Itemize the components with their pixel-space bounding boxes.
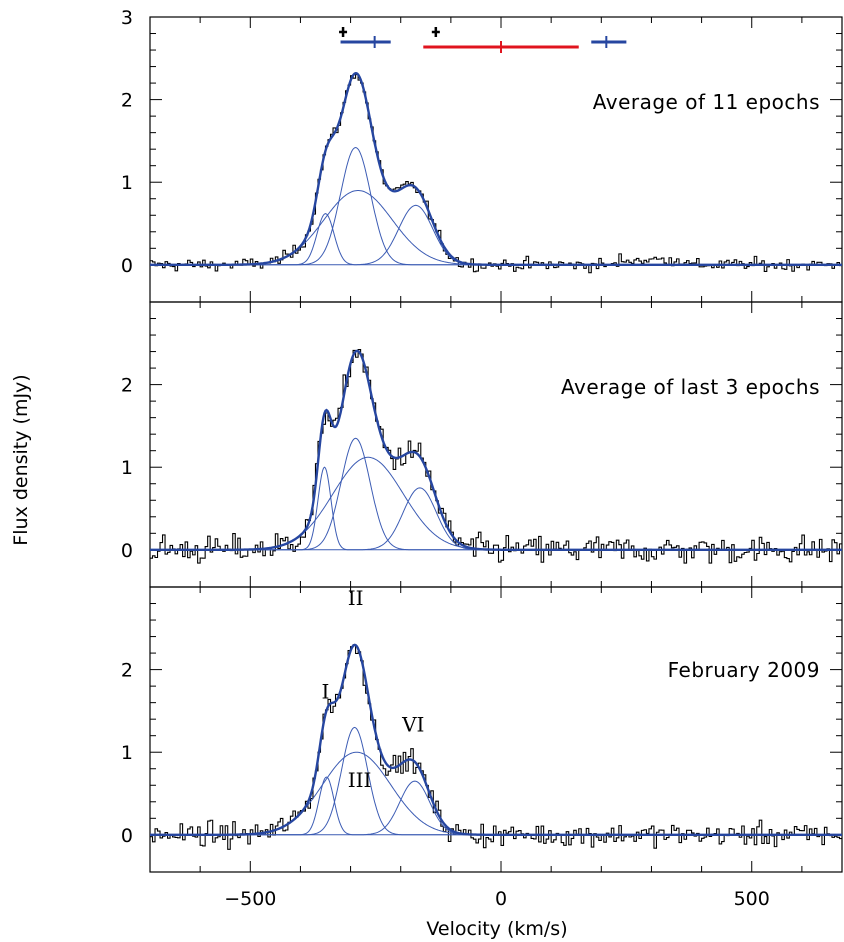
panel-title: February 2009 (668, 658, 820, 682)
y-tick-label: 3 (121, 7, 133, 29)
panel-title: Average of last 3 epochs (561, 375, 820, 399)
gaussian-component-4 (150, 487, 842, 551)
panel-title: Average of 11 epochs (593, 90, 820, 114)
component-label: I (322, 680, 330, 704)
y-tick-label: 2 (121, 660, 133, 682)
gaussian-component-2 (150, 726, 842, 836)
panel-frame-2 (149, 301, 843, 588)
y-axis-label: Flux density (mJy) (10, 374, 32, 545)
y-tick-label: 1 (121, 172, 133, 194)
panels: 0 1 2 3 Average of 11 epochs 0 1 2 Average of la… (121, 7, 842, 872)
x-tick-label: −500 (224, 888, 276, 910)
panel-frame-3 (149, 586, 843, 873)
gaussian-component-3 (150, 456, 842, 551)
gaussian-component-3 (150, 751, 842, 836)
x-axis-label: Velocity (km/s) (426, 918, 567, 940)
panel-2: 0 1 2 Average of last 3 epochs (121, 301, 842, 587)
component-label: VI (401, 713, 424, 737)
total-fit-line (150, 71, 842, 266)
x-axis: −500 0 500 (224, 888, 770, 910)
gaussian-component-1 (150, 466, 842, 551)
component-label: II (348, 586, 364, 610)
panel-frame-1 (149, 16, 843, 303)
y-tick-label: 0 (121, 255, 133, 277)
y-tick-label: 0 (121, 825, 133, 847)
x-tick-label: 0 (495, 888, 507, 910)
component-label: III (348, 768, 372, 792)
y-tick-label: 1 (121, 742, 133, 764)
total-fit-line (150, 349, 842, 551)
y-tick-label: 2 (121, 90, 133, 112)
gaussian-component-3 (150, 190, 842, 266)
y-tick-label: 2 (121, 375, 133, 397)
gaussian-component-2 (150, 146, 842, 266)
gaussian-component-1 (150, 213, 842, 266)
total-fit-line (150, 643, 842, 836)
panel-1: 0 1 2 3 Average of 11 epochs (121, 7, 842, 302)
y-tick-label: 1 (121, 457, 133, 479)
gaussian-component-4 (150, 204, 842, 266)
gaussian-component-2 (150, 437, 842, 551)
panel-frames (149, 16, 843, 873)
x-tick-label: 500 (734, 888, 770, 910)
y-tick-label: 0 (121, 540, 133, 562)
